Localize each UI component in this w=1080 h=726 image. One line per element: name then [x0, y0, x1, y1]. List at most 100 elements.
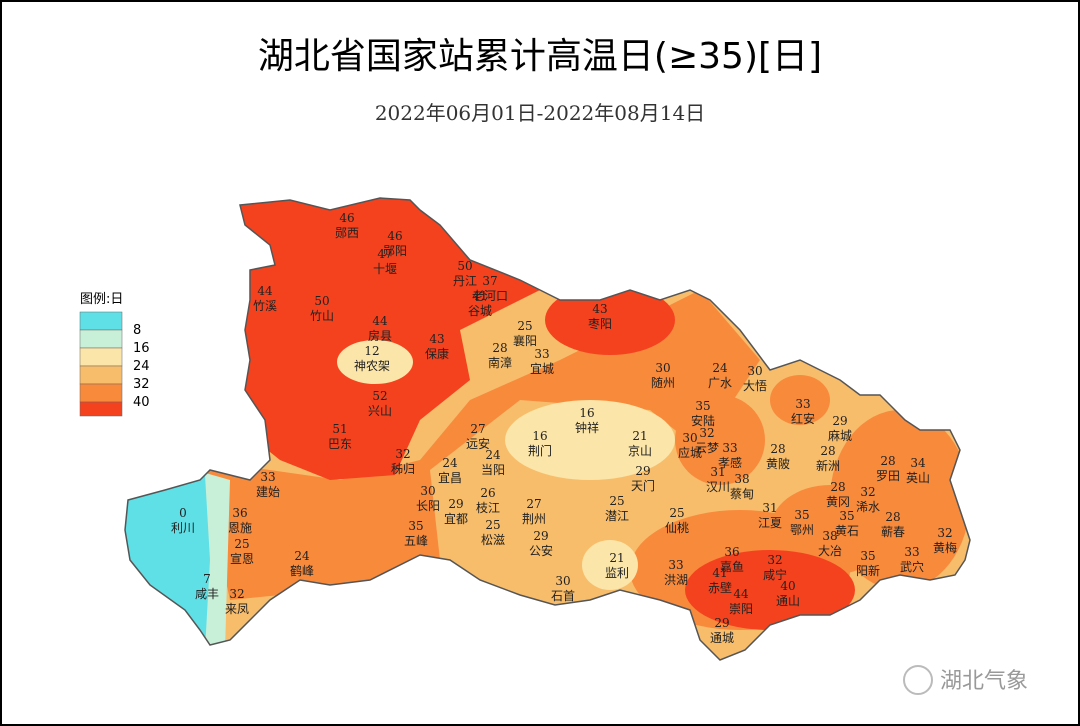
station-value: 52 [372, 389, 387, 403]
station-name: 黄陂 [766, 456, 790, 471]
station-value: 25 [609, 494, 624, 508]
legend-title: 图例:日 [80, 292, 123, 307]
station-value: 47 [377, 247, 392, 261]
station-value: 33 [260, 470, 275, 484]
station-name: 赤壁 [708, 580, 732, 595]
station-value: 35 [408, 519, 423, 533]
station-name: 荆门 [528, 443, 552, 458]
station-value: 24 [712, 361, 728, 375]
station-value: 46 [387, 229, 402, 243]
station-name: 石首 [551, 589, 575, 603]
station-name: 监利 [605, 566, 629, 580]
station-value: 21 [632, 429, 647, 443]
station-value: 35 [839, 509, 854, 523]
station-value: 30 [420, 484, 435, 498]
station-value: 35 [794, 508, 809, 522]
station-name: 枣阳 [588, 317, 612, 331]
station-name: 郧西 [335, 226, 359, 240]
legend-label: 16 [133, 341, 150, 356]
legend-swatch [79, 311, 123, 331]
station-value: 41 [712, 566, 727, 580]
station-name: 利川 [171, 521, 195, 535]
station-name: 长阳 [416, 499, 440, 513]
legend-label: 32 [133, 377, 150, 392]
station-value: 33 [668, 558, 683, 572]
station-name: 汉川 [706, 480, 730, 494]
station-name: 竹溪 [253, 299, 277, 313]
station-name: 罗田 [876, 469, 900, 483]
station-name: 咸宁 [763, 567, 787, 582]
legend-swatch [79, 383, 123, 403]
station-value: 46 [339, 211, 354, 225]
station-value: 28 [830, 480, 845, 494]
station-name: 南漳 [488, 355, 512, 370]
station-name: 江夏 [758, 516, 782, 530]
station-value: 44 [372, 314, 388, 328]
station-name: 洪湖 [664, 572, 688, 587]
station-name: 潜江 [605, 509, 629, 523]
station-name: 宜昌 [438, 470, 462, 485]
station-value: 33 [795, 397, 810, 411]
station-value: 50 [314, 294, 329, 308]
station-name: 麻城 [828, 428, 852, 443]
legend-label: 8 [133, 323, 141, 338]
station-value: 30 [655, 361, 670, 375]
station-name: 通城 [710, 631, 734, 645]
station-name: 老河口 [472, 289, 508, 303]
station-value: 31 [762, 501, 777, 515]
station-value: 43 [429, 332, 444, 346]
station-value: 30 [555, 574, 570, 588]
station-name: 崇阳 [729, 602, 753, 616]
station-name: 英山 [906, 471, 930, 485]
station-value: 44 [257, 284, 273, 298]
station-value: 34 [910, 456, 926, 470]
station-value: 26 [480, 486, 495, 500]
station-name: 当阳 [481, 463, 505, 477]
station-name: 仙桃 [665, 520, 689, 535]
station-value: 32 [229, 587, 244, 601]
station-name: 蕲春 [881, 525, 905, 539]
station-value: 30 [682, 431, 697, 445]
station-name: 宜都 [444, 511, 468, 526]
station-value: 27 [470, 422, 485, 436]
station-name: 竹山 [310, 309, 334, 323]
station-value: 38 [734, 472, 749, 486]
legend-swatch [79, 329, 123, 349]
station-name: 浠水 [856, 500, 880, 514]
station-value: 36 [232, 506, 247, 520]
station-name: 鄂州 [790, 523, 814, 537]
station-name: 天门 [631, 478, 655, 493]
station-name: 咸丰 [195, 587, 219, 601]
station-value: 29 [533, 529, 548, 543]
station-value: 28 [820, 444, 835, 458]
station-value: 32 [395, 447, 410, 461]
station-name: 宣恩 [230, 551, 254, 566]
subtitle: 2022年06月01日-2022年08月14日 [375, 101, 705, 125]
station-name: 红安 [791, 411, 815, 426]
station-value: 25 [669, 506, 684, 520]
station-value: 32 [937, 526, 952, 540]
station-value: 33 [722, 441, 737, 455]
station-value: 37 [482, 274, 497, 288]
legend-label: 24 [133, 359, 150, 374]
station-name: 恩施 [228, 521, 252, 535]
station-name: 嘉鱼 [720, 560, 744, 574]
station-name: 武穴 [900, 559, 924, 574]
station-value: 35 [860, 549, 875, 563]
station-value: 28 [880, 454, 895, 468]
station-value: 25 [234, 537, 249, 551]
watermark-icon [903, 665, 933, 695]
station-value: 32 [767, 553, 782, 567]
station-name: 孝感 [718, 455, 742, 470]
station-value: 28 [770, 442, 785, 456]
station-value: 28 [885, 510, 900, 524]
station-name: 荆州 [522, 512, 546, 526]
station-value: 30 [747, 364, 762, 378]
station-value: 40 [780, 579, 795, 593]
station-name: 来凤 [225, 602, 249, 616]
station-name: 随州 [651, 375, 675, 390]
station-value: 25 [517, 319, 532, 333]
station-value: 33 [904, 545, 919, 559]
station-value: 28 [492, 341, 507, 355]
